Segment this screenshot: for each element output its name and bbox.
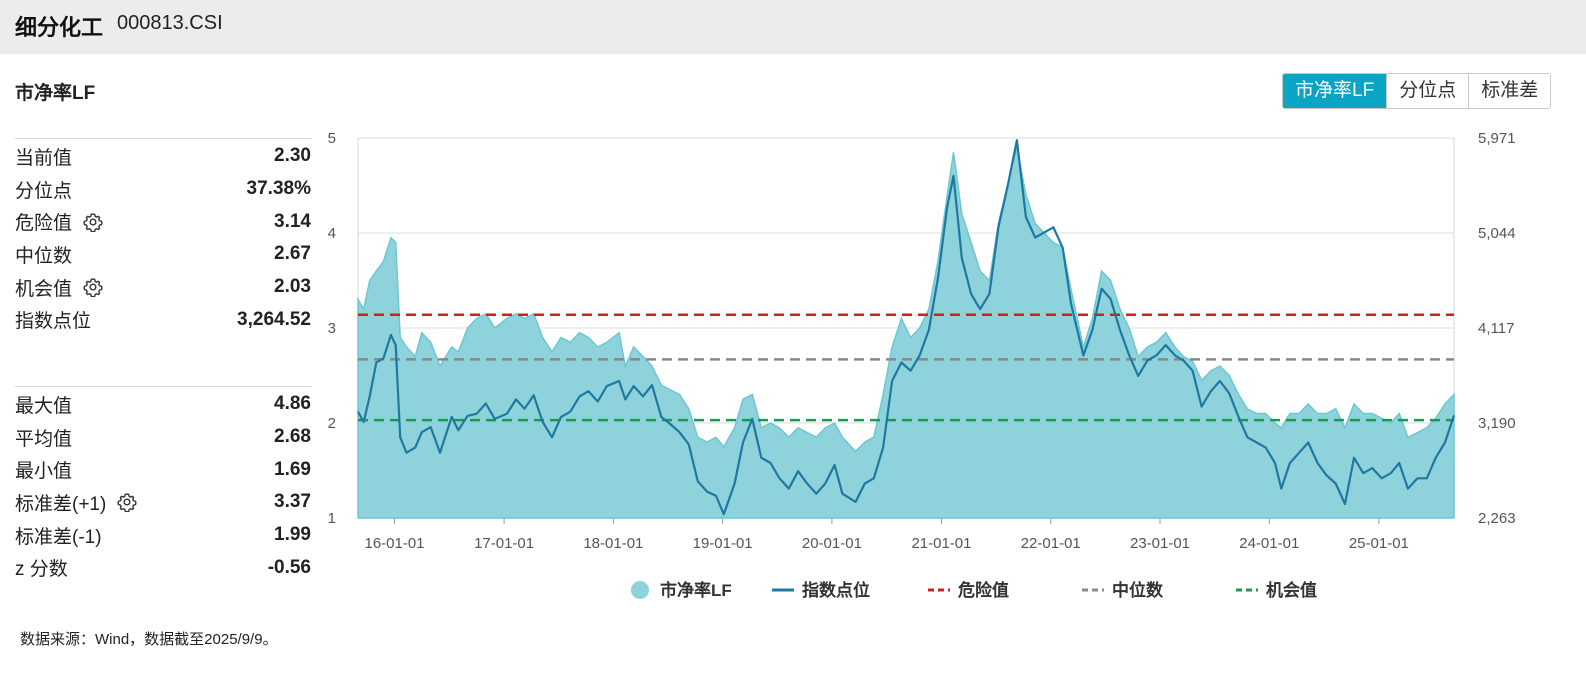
legend-median-label: 中位数: [1112, 580, 1164, 600]
tab-std[interactable]: 标准差: [1468, 74, 1551, 108]
legend-danger-label: 危险值: [957, 580, 1009, 600]
index-name: 细分化工: [15, 15, 104, 40]
stat-label: 分位点: [15, 176, 72, 203]
x-tick-label: 22-01-01: [1021, 535, 1081, 552]
x-tick-label: 25-01-01: [1349, 535, 1409, 552]
stat-value: 1.69: [274, 458, 311, 480]
stat-value: 2.67: [274, 243, 311, 265]
stats-primary: 当前值 2.30 分位点 37.38% 危险值 3.14 中位数 2.67 机会值 2.03 指数点…: [15, 138, 311, 336]
stat-row: 标准差(-1) 1.99: [15, 519, 311, 552]
stat-row: 分位点 37.38%: [15, 173, 311, 206]
x-tick-label: 19-01-01: [693, 535, 753, 552]
gear-icon[interactable]: [117, 492, 137, 513]
x-tick-label: 21-01-01: [911, 535, 971, 552]
stat-row: 最大值 4.86: [15, 388, 311, 421]
stat-value: 3.14: [274, 210, 311, 232]
stat-row: z 分数 -0.56: [15, 551, 311, 584]
stat-row: 最小值 1.69: [15, 453, 311, 486]
y-left-tick-label: 5: [328, 130, 336, 147]
index-code: 000813.CSI: [117, 12, 223, 34]
stat-row: 指数点位 3,264.52: [15, 303, 311, 336]
stat-label-text: 标准差(+1): [15, 493, 107, 515]
stat-label-text: 中位数: [15, 245, 73, 267]
stat-label: z 分数: [15, 554, 68, 581]
stat-label: 中位数: [15, 241, 72, 268]
stat-value: 2.30: [274, 145, 311, 167]
x-tick-label: 17-01-01: [474, 535, 534, 552]
stats-secondary: 最大值 4.86 平均值 2.68 最小值 1.69 标准差(+1) 3.37 标准差(-1) 1…: [15, 386, 311, 584]
x-tick-label: 16-01-01: [364, 535, 424, 552]
stat-row: 平均值 2.68: [15, 421, 311, 454]
stat-label-text: 分位点: [15, 180, 73, 202]
x-tick-label: 18-01-01: [583, 535, 643, 552]
y-left-tick-label: 2: [328, 415, 336, 432]
y-left-tick-label: 1: [328, 510, 336, 527]
data-source-note: 数据来源：Wind，数据截至2025/9/9。: [20, 631, 278, 648]
stat-label: 机会值: [15, 274, 103, 301]
stat-value: 3,264.52: [237, 308, 311, 330]
gear-icon[interactable]: [83, 212, 103, 232]
stat-label: 指数点位: [15, 306, 91, 333]
stat-value: 2.68: [274, 426, 311, 448]
stat-label-text: 危险值: [15, 213, 73, 235]
stat-label: 危险值: [15, 208, 103, 235]
x-tick-label: 20-01-01: [802, 535, 862, 552]
stat-label: 标准差(-1): [15, 522, 102, 549]
stat-label-text: 当前值: [15, 147, 73, 169]
stat-label-text: 平均值: [15, 428, 73, 450]
stat-label-text: 机会值: [15, 278, 73, 300]
stat-value: 4.86: [274, 393, 311, 415]
stat-label-text: 最大值: [15, 395, 73, 417]
stat-label: 平均值: [15, 424, 72, 451]
y-right-tick-label: 2,263: [1478, 510, 1516, 527]
stat-label: 标准差(+1): [15, 489, 137, 516]
stat-value: -0.56: [267, 556, 311, 578]
stat-label-text: 标准差(-1): [15, 526, 102, 548]
stat-label-text: 最小值: [15, 461, 73, 483]
stat-row: 标准差(+1) 3.37: [15, 486, 311, 519]
y-left-tick-label: 3: [328, 320, 336, 337]
legend-index-label: 指数点位: [802, 580, 870, 600]
section-title: 市净率LF: [15, 83, 96, 104]
pb-chart: 1 2 3 4 5 2,263 3,190 4,117 5,044 5,971 16-01-01 17…: [328, 130, 1516, 600]
stat-row: 当前值 2.30: [15, 140, 311, 173]
x-tick-label: 24-01-01: [1239, 535, 1299, 552]
stat-label: 当前值: [15, 143, 72, 170]
stat-label: 最大值: [15, 391, 72, 418]
y-right-tick-label: 5,971: [1478, 130, 1516, 147]
stat-value: 37.38%: [246, 178, 311, 200]
stat-label-text: 指数点位: [15, 311, 92, 333]
stat-row: 危险值 3.14: [15, 205, 311, 238]
pb-area-series: [357, 147, 1455, 519]
gear-icon[interactable]: [83, 277, 103, 298]
stat-value: 1.99: [274, 524, 311, 546]
index-line-series: [357, 139, 1456, 516]
stat-row: 中位数 2.67: [15, 238, 311, 271]
y-right-tick-label: 5,044: [1478, 225, 1516, 242]
stat-row: 机会值 2.03: [15, 271, 311, 304]
page-header: 细分化工 000813.CSI: [0, 0, 1586, 54]
stat-value: 2.03: [274, 276, 311, 298]
metric-tabs: 市净率LF 分位点 标准差: [1282, 73, 1552, 109]
tab-pb[interactable]: 市净率LF: [1283, 74, 1387, 108]
x-tick-label: 23-01-01: [1130, 535, 1190, 552]
y-right-tick-label: 3,190: [1478, 415, 1516, 432]
y-right-tick-label: 4,117: [1478, 320, 1514, 337]
legend-pb-label: 市净率LF: [660, 580, 732, 600]
stat-label: 最小值: [15, 456, 72, 483]
legend-opportunity-label: 机会值: [1266, 580, 1317, 600]
legend-pb-swatch: [631, 581, 649, 599]
y-left-tick-label: 4: [328, 225, 336, 242]
stat-value: 3.37: [274, 491, 311, 513]
tab-percentile[interactable]: 分位点: [1386, 74, 1469, 108]
stat-label-text: z 分数: [15, 559, 68, 581]
